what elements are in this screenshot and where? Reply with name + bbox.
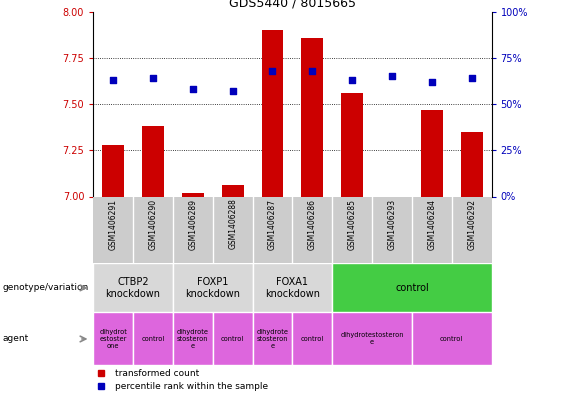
Point xyxy=(188,86,197,92)
Text: GSM1406287: GSM1406287 xyxy=(268,198,277,250)
Bar xyxy=(412,312,492,365)
Bar xyxy=(102,145,124,196)
Point xyxy=(268,68,277,74)
Bar xyxy=(182,193,204,196)
Bar xyxy=(173,263,253,312)
Point xyxy=(228,88,237,94)
Text: GSM1406293: GSM1406293 xyxy=(388,198,397,250)
Bar xyxy=(253,263,332,312)
Text: GSM1406285: GSM1406285 xyxy=(347,198,357,250)
Bar xyxy=(332,263,492,312)
Bar xyxy=(421,110,443,196)
Text: GSM1406286: GSM1406286 xyxy=(308,198,317,250)
Text: control: control xyxy=(221,336,244,342)
Bar xyxy=(221,185,244,196)
Text: GSM1406290: GSM1406290 xyxy=(149,198,158,250)
Text: dihydrote
stosteron
e: dihydrote stosteron e xyxy=(257,329,289,349)
Bar xyxy=(142,126,164,196)
Text: control: control xyxy=(301,336,324,342)
Text: FOXP1
knockdown: FOXP1 knockdown xyxy=(185,277,240,299)
Text: GSM1406292: GSM1406292 xyxy=(467,198,476,250)
Point xyxy=(149,75,158,81)
Text: CTBP2
knockdown: CTBP2 knockdown xyxy=(106,277,160,299)
Point xyxy=(388,73,397,79)
Bar xyxy=(301,38,323,197)
Bar xyxy=(93,312,133,365)
Bar xyxy=(93,263,173,312)
Point xyxy=(308,68,317,74)
Point xyxy=(347,77,357,83)
Text: dihydrotestosteron
e: dihydrotestosteron e xyxy=(340,332,404,345)
Bar xyxy=(253,312,293,365)
Bar xyxy=(133,312,173,365)
Bar xyxy=(460,132,483,196)
Text: genotype/variation: genotype/variation xyxy=(3,283,89,292)
Text: GSM1406288: GSM1406288 xyxy=(228,198,237,250)
Bar xyxy=(213,312,253,365)
Text: GSM1406284: GSM1406284 xyxy=(427,198,436,250)
Bar xyxy=(262,30,284,196)
Text: control: control xyxy=(440,336,463,342)
Text: control: control xyxy=(141,336,164,342)
Point xyxy=(108,77,118,83)
Text: percentile rank within the sample: percentile rank within the sample xyxy=(115,382,268,391)
Bar xyxy=(293,312,332,365)
Text: dihydrot
estoster
one: dihydrot estoster one xyxy=(99,329,127,349)
Text: GSM1406291: GSM1406291 xyxy=(108,198,118,250)
Text: agent: agent xyxy=(3,334,29,343)
Text: transformed count: transformed count xyxy=(115,369,199,378)
Point xyxy=(467,75,476,81)
Text: control: control xyxy=(395,283,429,293)
Bar xyxy=(332,312,412,365)
Text: GSM1406289: GSM1406289 xyxy=(188,198,197,250)
Bar xyxy=(173,312,213,365)
Text: FOXA1
knockdown: FOXA1 knockdown xyxy=(265,277,320,299)
Text: dihydrote
stosteron
e: dihydrote stosteron e xyxy=(177,329,209,349)
Bar xyxy=(341,93,363,196)
Title: GDS5440 / 8015665: GDS5440 / 8015665 xyxy=(229,0,356,9)
Point xyxy=(427,79,436,85)
